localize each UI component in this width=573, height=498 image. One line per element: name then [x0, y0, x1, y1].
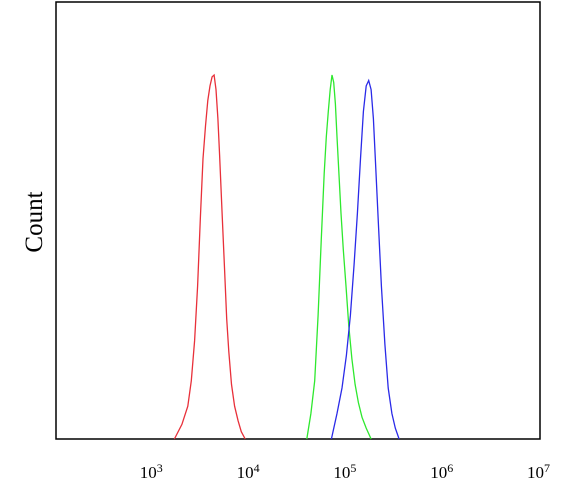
y-axis-label: Count [21, 191, 48, 252]
series-layer [173, 73, 400, 440]
x-tick-label: 106 [430, 461, 453, 482]
x-tick-label: 105 [333, 461, 356, 482]
plot-frame [55, 1, 541, 440]
series-line-3 [330, 78, 400, 440]
x-tick-label: 103 [140, 461, 163, 482]
series-line-1 [173, 73, 246, 440]
x-tick-label: 104 [237, 461, 260, 482]
x-tick-label: 107 [527, 461, 550, 482]
series-line-2 [306, 74, 372, 440]
x-tick-labels: 103 104 105 106 107 [140, 461, 550, 482]
